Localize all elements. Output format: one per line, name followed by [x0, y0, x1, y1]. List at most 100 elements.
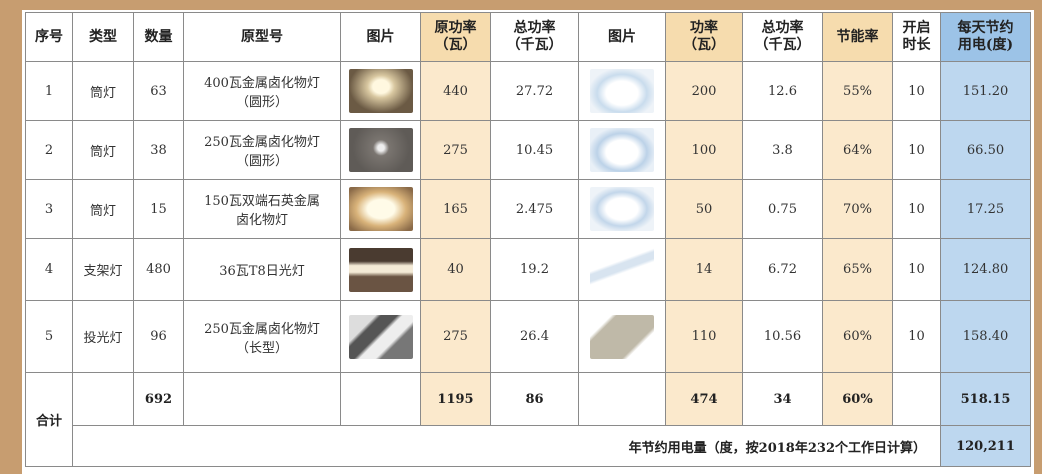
cell-text: 筒灯: [89, 203, 116, 219]
header-row: 序号 类型 数量 原型号 图片 原功率 （瓦） 总功率 （千瓦） 图片 功率 （瓦） 总功率 （千瓦） 节能…: [25, 12, 1031, 62]
header-cell: 节能率: [822, 12, 893, 62]
text-line: 开启: [902, 20, 931, 36]
cell: 110: [665, 300, 743, 373]
cell: 275: [420, 120, 491, 180]
text-line: （圆形）: [235, 95, 288, 110]
text-line: 序号: [35, 28, 63, 45]
cell-text: 0.75: [768, 201, 797, 217]
text-line: 图片: [608, 28, 636, 45]
cell: 10: [892, 300, 941, 373]
cell: 400瓦金属卤化物灯 （圆形）: [183, 61, 341, 121]
total-cell: 86: [490, 372, 579, 426]
cell: 14: [665, 238, 743, 301]
new-lamp-image: [590, 128, 654, 172]
cell: [578, 120, 666, 180]
cell: 15: [133, 179, 184, 239]
cell: 筒灯: [72, 120, 134, 180]
cell: 10: [892, 179, 941, 239]
cell-text: 14: [695, 262, 713, 277]
data-row: 2 筒灯 38 250瓦金属卤化物灯 （圆形） 275 10.45 100 3.8 64% 10 66…: [25, 120, 1031, 180]
cell: 65%: [822, 238, 893, 301]
total-cell: 692: [133, 372, 184, 426]
header-cell: 开启 时长: [892, 12, 941, 62]
cell-text: 筒灯: [89, 85, 116, 101]
header-cell: 类型: [72, 12, 134, 62]
text-line: 每天节约: [957, 20, 1014, 36]
cell-text: 10: [908, 83, 925, 99]
cell: 63: [133, 61, 184, 121]
cell: 100: [665, 120, 743, 180]
cell-text: 10: [908, 262, 925, 277]
cell: 158.40: [940, 300, 1031, 373]
header-cell: 数量: [133, 12, 184, 62]
new-lamp-image: [590, 187, 654, 231]
cell: 19.2: [490, 238, 579, 301]
cell: [340, 179, 421, 239]
cell: [578, 238, 666, 301]
header-cell: 总功率 （千瓦）: [742, 12, 823, 62]
total-cell: [340, 372, 421, 426]
cell-text: 4: [44, 262, 54, 277]
text-line: 卤化物灯: [235, 213, 288, 228]
old-lamp-image: [348, 247, 413, 292]
text-line: （圆形）: [235, 154, 288, 169]
cell: 250瓦金属卤化物灯 （圆形）: [183, 120, 341, 180]
cell: 275: [420, 300, 491, 373]
header-cell: 总功率 （千瓦）: [490, 12, 579, 62]
total-cell: 1195: [420, 372, 491, 426]
header-cell: 功率 （瓦）: [665, 12, 743, 62]
total-cell: 60%: [822, 372, 893, 426]
data-row: 3 筒灯 15 150瓦双端石英金属 卤化物灯 165 2.475 50 0.75 70% 10 17…: [25, 179, 1031, 239]
cell-text: 10: [908, 201, 925, 217]
cell: 1: [25, 61, 73, 121]
cell: 2.475: [490, 179, 579, 239]
cell: 10: [892, 61, 941, 121]
cell: 10.56: [742, 300, 823, 373]
cell-text: 692: [144, 391, 173, 407]
cell: 17.25: [940, 179, 1031, 239]
cell: 筒灯: [72, 179, 134, 239]
annual-row: 年节约用电量（度，按2018年232个工作日计算） 120,211: [26, 425, 1031, 467]
data-row: 5 投光灯 96 250瓦金属卤化物灯 （长型） 275 26.4 110 10.56 60% 10…: [25, 300, 1031, 373]
cell-text: 2.475: [515, 201, 554, 217]
cell-text: 120,211: [956, 438, 1015, 454]
cell-text: 151.20: [962, 83, 1009, 99]
data-row: 1 筒灯 63 400瓦金属卤化物灯 （圆形） 440 27.72 200 12.6 55% 10 1…: [25, 61, 1031, 121]
cell: 165: [420, 179, 491, 239]
total-cell: [183, 372, 341, 426]
data-row: 4 支架灯 480 36瓦T8日光灯 40 19.2 14 6.72 65% 10 124.80: [25, 238, 1031, 301]
cell-text: 100: [691, 142, 717, 158]
cell-text: 165: [443, 201, 468, 217]
cell: [340, 238, 421, 301]
cell: 40: [420, 238, 491, 301]
cell: [340, 120, 421, 180]
cell: 36瓦T8日光灯: [183, 238, 341, 301]
cell: 支架灯: [72, 238, 134, 301]
text-line: （瓦）: [683, 37, 725, 53]
cell-text: 3: [44, 201, 54, 217]
cell-text: 60%: [843, 329, 872, 344]
text-line: 总功率: [513, 20, 556, 36]
total-cell: 474: [665, 372, 743, 426]
text-line: 原功率: [434, 20, 477, 36]
cell: 124.80: [940, 238, 1031, 301]
text-line: 用电(度): [957, 37, 1014, 53]
cell-text: 投光灯: [83, 331, 123, 346]
header-cell: 每天节约 用电(度): [940, 12, 1031, 62]
cell: 250瓦金属卤化物灯 （长型）: [183, 300, 341, 373]
cell-text: 12.6: [768, 83, 797, 99]
header-cell: 原功率 （瓦）: [420, 12, 491, 62]
text-line: 节能率: [836, 28, 879, 45]
cell: 3: [25, 179, 73, 239]
header-cell: 图片: [340, 12, 421, 62]
cell: 200: [665, 61, 743, 121]
cell-text: 40: [447, 262, 464, 277]
text-line: （长型）: [235, 340, 288, 356]
old-lamp-image: [348, 69, 413, 113]
cell-text: 124.80: [962, 262, 1009, 277]
cell: 26.4: [490, 300, 579, 373]
cell-text: 10: [908, 329, 925, 344]
cell-text: 50: [695, 201, 713, 217]
total-cell: [578, 372, 666, 426]
text-line: 图片: [366, 28, 395, 45]
